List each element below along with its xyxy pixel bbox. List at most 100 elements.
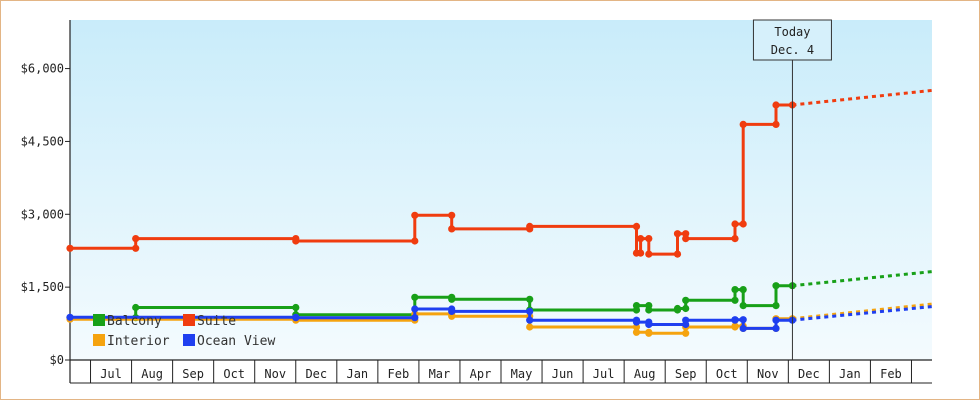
data-point xyxy=(645,306,653,314)
x-tick-label: Dec xyxy=(305,367,327,381)
legend-label: Suite xyxy=(197,314,236,329)
y-tick-label: $4,500 xyxy=(21,134,64,148)
data-point xyxy=(632,302,641,310)
series-group xyxy=(66,88,933,337)
data-point xyxy=(739,120,747,128)
x-tick-label: Aug xyxy=(634,367,656,381)
x-axis: Jul Aug Sep Oct Nov Dec Jan Feb Mar Apr May Jun Jul A… xyxy=(70,359,932,384)
y-tick-label: $0 xyxy=(50,353,64,367)
legend-swatch xyxy=(93,334,105,346)
data-point xyxy=(448,225,456,233)
x-tick-label: Nov xyxy=(264,367,286,381)
x-tick-label: Aug xyxy=(141,367,163,381)
x-tick-label: Nov xyxy=(757,367,779,381)
data-point xyxy=(682,304,690,313)
x-tick-label: Jun xyxy=(552,367,574,381)
x-tick-label: Apr xyxy=(470,367,492,381)
legend: Balcony Suite Interior Ocean View xyxy=(93,314,275,349)
legend-swatch xyxy=(183,334,195,346)
data-point xyxy=(739,316,747,324)
legend-item-interior: Interior xyxy=(93,334,170,349)
data-point xyxy=(132,244,140,252)
data-point xyxy=(66,244,74,252)
x-tick-label: Oct xyxy=(716,367,738,381)
data-point xyxy=(682,235,690,243)
data-point xyxy=(411,211,419,219)
y-tick-label: $3,000 xyxy=(21,207,64,221)
data-point xyxy=(411,305,419,313)
data-point xyxy=(292,314,300,322)
data-point xyxy=(526,323,534,331)
data-point xyxy=(637,235,645,243)
data-point xyxy=(772,101,780,109)
data-point xyxy=(632,328,641,336)
data-point xyxy=(132,235,140,243)
data-point xyxy=(637,249,645,257)
legend-label: Ocean View xyxy=(197,334,275,349)
data-point xyxy=(772,302,780,310)
x-tick-label: Jul xyxy=(100,367,122,381)
data-point xyxy=(731,322,739,330)
data-point xyxy=(739,220,747,228)
x-tick-label: Sep xyxy=(182,367,204,381)
legend-item-ocean-view: Ocean View xyxy=(183,334,275,349)
data-point xyxy=(731,296,739,304)
data-point xyxy=(448,211,456,219)
x-tick-label: Jul xyxy=(593,367,615,381)
data-point xyxy=(673,230,682,238)
data-point xyxy=(682,316,690,324)
y-axis: $6,000 $4,500 $3,000 $1,500 $0 xyxy=(21,20,71,383)
today-box xyxy=(752,19,832,61)
x-tick-label: Sep xyxy=(675,367,697,381)
data-point xyxy=(292,303,300,312)
legend-item-balcony: Balcony xyxy=(93,314,162,329)
today-label: Today xyxy=(774,25,810,39)
x-tick-label: Jan xyxy=(839,367,861,381)
data-point xyxy=(448,307,456,315)
series-line xyxy=(70,307,793,330)
data-point xyxy=(632,222,641,230)
data-point xyxy=(673,250,682,258)
data-point xyxy=(682,296,690,304)
data-point xyxy=(526,295,534,303)
x-tick-label: Feb xyxy=(880,367,902,381)
series-line xyxy=(70,103,793,256)
data-point xyxy=(411,293,419,301)
x-tick-label: May xyxy=(511,367,533,381)
data-point xyxy=(645,235,653,243)
y-tick-label: $6,000 xyxy=(21,62,64,76)
data-point xyxy=(526,316,534,324)
data-point xyxy=(731,286,739,294)
data-point xyxy=(772,120,780,128)
data-point xyxy=(645,250,653,258)
data-point xyxy=(673,304,682,313)
data-point xyxy=(448,295,456,303)
data-point xyxy=(526,222,534,230)
data-point xyxy=(132,303,140,312)
data-point xyxy=(772,316,780,324)
x-tick-label: Dec xyxy=(798,367,820,381)
legend-swatch xyxy=(93,314,105,326)
data-point xyxy=(682,329,690,337)
data-point xyxy=(292,237,300,245)
data-point xyxy=(731,235,739,243)
data-point xyxy=(411,237,419,245)
legend-item-suite: Suite xyxy=(183,314,236,329)
today-date: Dec. 4 xyxy=(771,43,814,57)
data-point xyxy=(739,302,747,310)
x-tick-label: Oct xyxy=(223,367,245,381)
data-point xyxy=(645,329,653,337)
x-tick-label: Jan xyxy=(346,367,368,381)
data-point xyxy=(772,282,780,290)
y-tick-label: $1,500 xyxy=(21,280,64,294)
legend-label: Interior xyxy=(107,334,170,349)
data-point xyxy=(739,286,747,294)
series-suite xyxy=(66,88,933,258)
series-ocean-view xyxy=(66,305,933,332)
x-tick-label: Mar xyxy=(429,367,451,381)
data-point xyxy=(731,220,739,228)
data-point xyxy=(645,320,653,329)
data-point xyxy=(632,318,641,326)
data-point xyxy=(739,324,747,332)
